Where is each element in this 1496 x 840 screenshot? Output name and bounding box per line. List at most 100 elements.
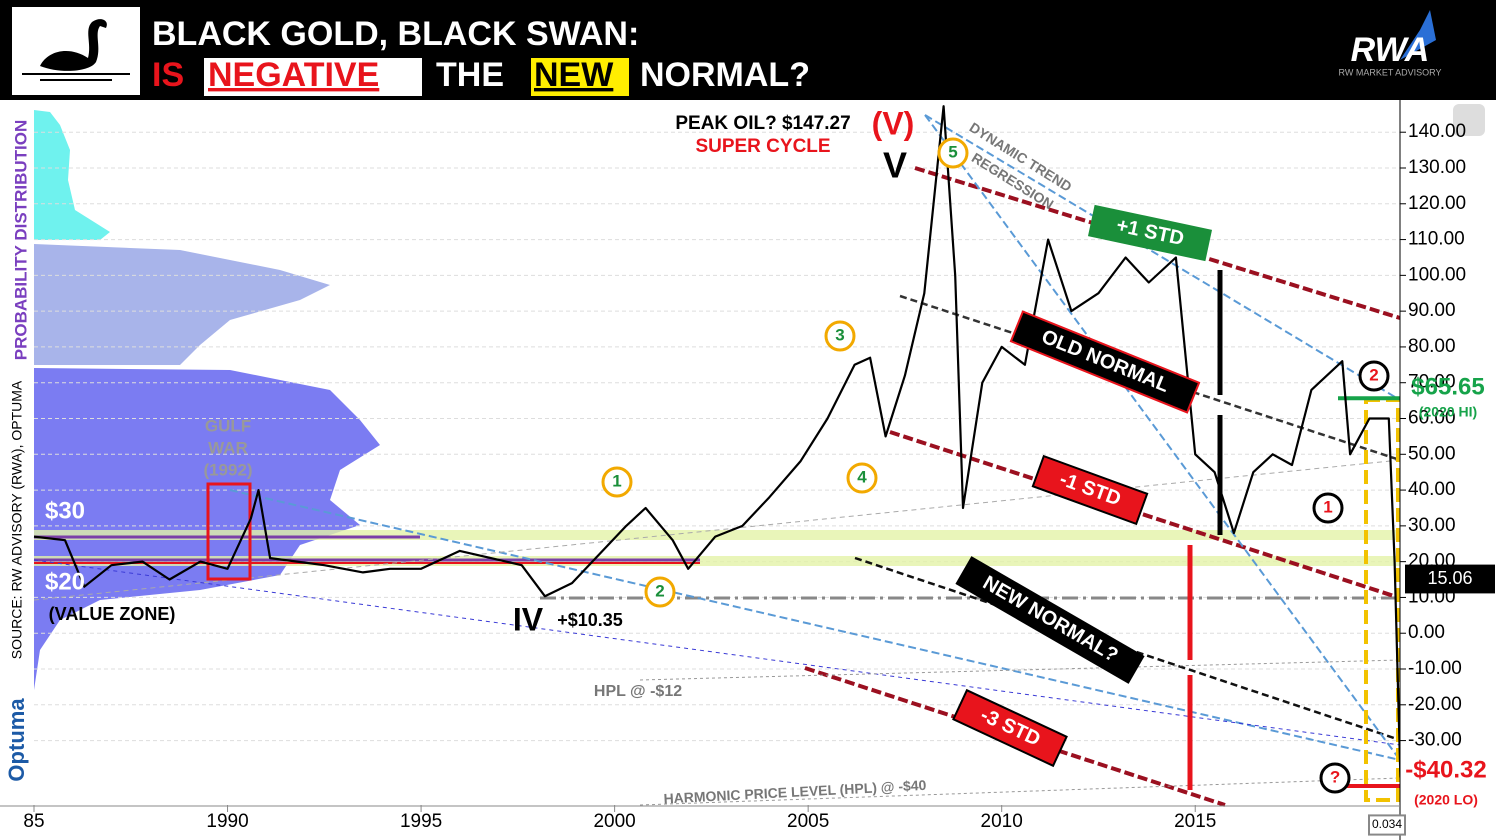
annotation-text: 5 xyxy=(948,142,957,161)
annotation-text: SUPER CYCLE xyxy=(695,136,830,157)
channel xyxy=(804,666,1226,807)
label-box xyxy=(1031,454,1149,526)
annotation: (2020 LO) xyxy=(1414,792,1478,808)
subtitle-part: IS xyxy=(152,56,184,94)
highlight xyxy=(204,58,422,96)
annotation-text: 1 xyxy=(612,471,621,490)
annotation: 2 xyxy=(644,576,676,608)
y-tick-label: 120.00 xyxy=(1408,193,1466,214)
y-tick-label: -20.00 xyxy=(1408,694,1462,715)
annotation-text: 2 xyxy=(655,581,664,600)
annotation-text: 4 xyxy=(857,467,867,486)
y-tick-label: 50.00 xyxy=(1408,443,1456,464)
regression xyxy=(924,114,1401,761)
annotation: (1992) xyxy=(203,460,252,479)
annotation-text: V xyxy=(883,145,907,186)
annotation-text: 0.034 xyxy=(1372,817,1402,831)
wave-circle xyxy=(644,576,676,608)
annotation: 5 xyxy=(937,137,969,169)
axis-panel xyxy=(1400,100,1496,840)
x-tick-label: 1995 xyxy=(400,811,442,832)
subtitle-part: THE xyxy=(436,56,504,94)
annotation-text: WAR xyxy=(208,438,248,457)
x-tick-label: 2000 xyxy=(593,811,635,832)
source: SOURCE: RW ADVISORY (RWA), OPTUMA xyxy=(9,380,25,659)
logo: RWA xyxy=(1351,31,1430,69)
annotation: (VALUE ZONE) xyxy=(49,604,176,624)
annotation-text: 1 xyxy=(1323,497,1332,516)
label-box xyxy=(1368,814,1406,836)
annotation: GULF xyxy=(205,416,251,435)
annotation-text: 15.06 xyxy=(1427,568,1472,588)
annotation: HPL @ -$12 xyxy=(594,683,682,700)
y-tick-label: 0.00 xyxy=(1408,622,1445,643)
wave-circle xyxy=(846,462,878,494)
wave-circle xyxy=(1319,762,1351,794)
annotation: ? xyxy=(1319,762,1351,794)
wave-circle xyxy=(601,466,633,498)
label-box xyxy=(1009,310,1201,414)
regression xyxy=(33,559,1401,746)
wave-circle xyxy=(937,137,969,169)
y-tick-label: 90.00 xyxy=(1408,300,1456,321)
annotation-text: PEAK OIL? $147.27 xyxy=(675,113,850,134)
annotation: (2020 HI) xyxy=(1419,404,1477,420)
annotation: +1 STD xyxy=(1087,204,1213,262)
annotation-text: (2020 HI) xyxy=(1419,404,1477,420)
gulf-war-box xyxy=(206,482,252,581)
lock-icon xyxy=(1453,104,1485,136)
annotation: SUPER CYCLE xyxy=(695,136,830,157)
x-tick-label: 1990 xyxy=(206,811,248,832)
subtitle-part: NEW xyxy=(534,56,614,94)
regression xyxy=(924,114,1401,401)
annotation-text: ? xyxy=(1330,767,1340,786)
y-tick-label: 130.00 xyxy=(1408,157,1466,178)
annotation-text: GULF xyxy=(205,416,251,435)
annotation: WAR xyxy=(208,438,248,457)
title: BLACK GOLD, BLACK SWAN: xyxy=(152,15,639,53)
annotation: +$10.35 xyxy=(557,610,623,630)
price-line xyxy=(33,105,1402,778)
y-tick-label: -10.00 xyxy=(1408,658,1462,679)
annotation-text: (2020 LO) xyxy=(1414,792,1478,808)
hpl xyxy=(639,659,1401,681)
annotation-text: 2 xyxy=(1369,365,1378,384)
label-box xyxy=(1405,564,1495,594)
subtitle-part: NEGATIVE xyxy=(208,56,379,94)
swan-logo-box xyxy=(12,7,140,95)
y-tick-label: 30.00 xyxy=(1408,515,1456,536)
subtitle-part: NORMAL? xyxy=(640,56,810,94)
software: Optuma xyxy=(4,698,29,782)
hpl xyxy=(33,459,1401,601)
x-tick-label: 2015 xyxy=(1174,811,1216,832)
annotation: IV xyxy=(513,601,544,637)
annotation: $65.65 xyxy=(1411,373,1484,400)
annotation: 4 xyxy=(846,462,878,494)
y-tick-label: 40.00 xyxy=(1408,479,1456,500)
annotation-text: -$40.32 xyxy=(1405,756,1486,783)
y-tick-label: 60.00 xyxy=(1408,408,1456,429)
wave-circle xyxy=(1312,492,1344,524)
annotation-text: HPL @ -$12 xyxy=(594,683,682,700)
label-box xyxy=(952,688,1068,768)
annotation-text: $20 xyxy=(45,568,85,595)
annotation: 3 xyxy=(824,320,856,352)
annotation: PEAK OIL? $147.27 xyxy=(675,113,850,134)
label-box xyxy=(1087,204,1213,262)
annotation-text: IV xyxy=(513,601,544,637)
regression xyxy=(229,489,1401,761)
swan-icon xyxy=(40,19,107,71)
annotation-text: (V) xyxy=(872,105,915,141)
annotation: 1 xyxy=(1312,492,1344,524)
annotation-text: 3 xyxy=(835,325,844,344)
annotation: 1 xyxy=(601,466,633,498)
swan-water xyxy=(22,73,130,81)
zone-band xyxy=(34,556,1400,566)
logo-caption: RW MARKET ADVISORY xyxy=(1338,67,1441,77)
wave-circle xyxy=(824,320,856,352)
annotation-text: (1992) xyxy=(203,460,252,479)
annotation: 15.06 xyxy=(1405,564,1495,594)
side-label: PROBABILITY DISTRIBUTION xyxy=(11,120,30,361)
